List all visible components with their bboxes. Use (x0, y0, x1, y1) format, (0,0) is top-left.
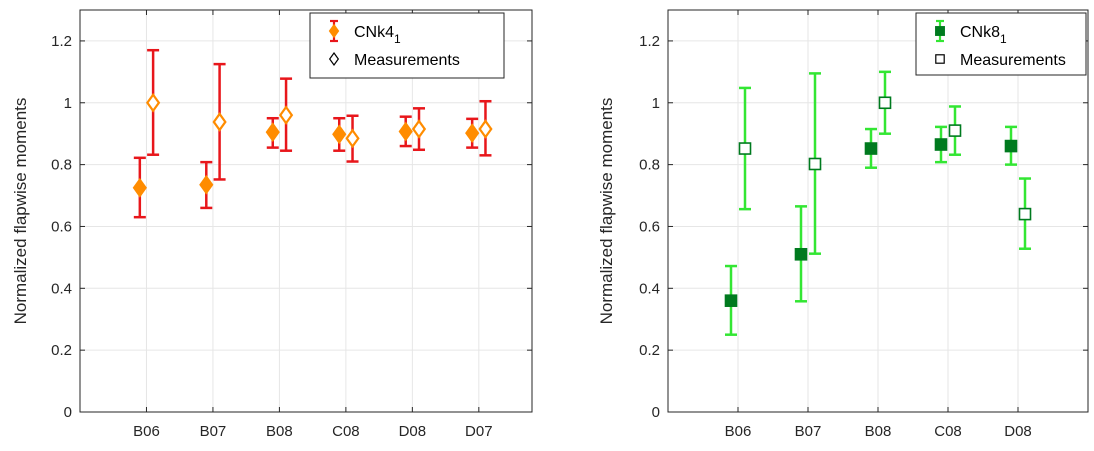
data-point (878, 96, 892, 110)
x-tick-label: B07 (795, 423, 822, 440)
x-tick-label: C08 (934, 423, 962, 440)
data-point (738, 142, 752, 155)
data-point (132, 177, 147, 198)
legend-box (915, 12, 1087, 76)
y-tick-label: 0 (64, 404, 72, 421)
legend-marker (935, 54, 945, 64)
data-point (794, 247, 808, 261)
y-axis-label: Normalized flapwise moments (11, 98, 30, 325)
data-point (1018, 207, 1032, 221)
y-tick-label: 0.4 (51, 280, 72, 297)
data-point (724, 294, 738, 307)
legend: CNk81 Measurements (915, 12, 1087, 76)
x-tick-label: D07 (465, 423, 493, 440)
x-tick-label: D08 (1004, 423, 1032, 440)
legend-entry-label: CNk81 (960, 24, 1007, 46)
data-point (864, 142, 878, 155)
data-point (1004, 139, 1018, 153)
legend-marker (935, 26, 945, 36)
y-tick-label: 0.2 (51, 342, 72, 359)
data-point (465, 123, 480, 143)
data-point (345, 128, 360, 149)
x-tick-label: C08 (332, 423, 360, 440)
legend-entry-label: CNk41 (354, 24, 401, 46)
series-1 (724, 125, 1018, 336)
x-tick-label: B06 (133, 423, 160, 440)
legend-entry-label: Measurements (960, 52, 1066, 69)
data-point (934, 138, 948, 151)
legend-marker (328, 51, 340, 67)
data-point (478, 119, 493, 139)
y-tick-label: 0.6 (51, 218, 72, 235)
chart-panel-1: 0 0.2 0.4 0.6 0.8 1 1.2 B06 B07 B08 C08 D08 D07 Norma… (11, 9, 533, 440)
data-point (265, 122, 280, 143)
series-1 (132, 115, 480, 219)
data-point (199, 174, 214, 195)
x-tick-label: B08 (865, 423, 892, 440)
data-point (398, 121, 413, 142)
axes-box (79, 9, 533, 413)
y-tick-label: 0.8 (639, 157, 660, 174)
data-point (948, 124, 962, 137)
y-tick-label: 0.8 (51, 157, 72, 174)
x-tick-label: B08 (266, 423, 293, 440)
y-tick-label: 1.2 (639, 33, 660, 50)
x-tick-label: B07 (200, 423, 227, 440)
y-axis-label: Normalized flapwise moments (597, 98, 616, 325)
y-tick-label: 1 (652, 95, 660, 112)
data-point (212, 112, 227, 132)
data-point (278, 105, 294, 126)
legend-entry-label: Measurements (354, 52, 460, 69)
x-tick-label: D08 (399, 423, 427, 440)
data-point (411, 119, 427, 139)
y-tick-label: 1 (64, 95, 72, 112)
data-point (332, 124, 347, 145)
legend-marker (328, 23, 340, 39)
y-tick-label: 0.4 (639, 280, 660, 297)
x-tick-label: B06 (725, 423, 752, 440)
data-point (808, 157, 822, 171)
data-point (146, 92, 161, 113)
series-2 (738, 70, 1032, 255)
y-tick-label: 0 (652, 404, 660, 421)
chart-panel-2: 0 0.2 0.4 0.6 0.8 1 1.2 B06 B07 B08 C08 D08 Normaliz… (597, 9, 1089, 440)
y-tick-label: 0.6 (639, 218, 660, 235)
legend: CNk41 Measurements (309, 12, 505, 79)
y-tick-label: 1.2 (51, 33, 72, 50)
series-2 (146, 48, 493, 181)
y-tick-label: 0.2 (639, 342, 660, 359)
legend-box (309, 12, 505, 79)
